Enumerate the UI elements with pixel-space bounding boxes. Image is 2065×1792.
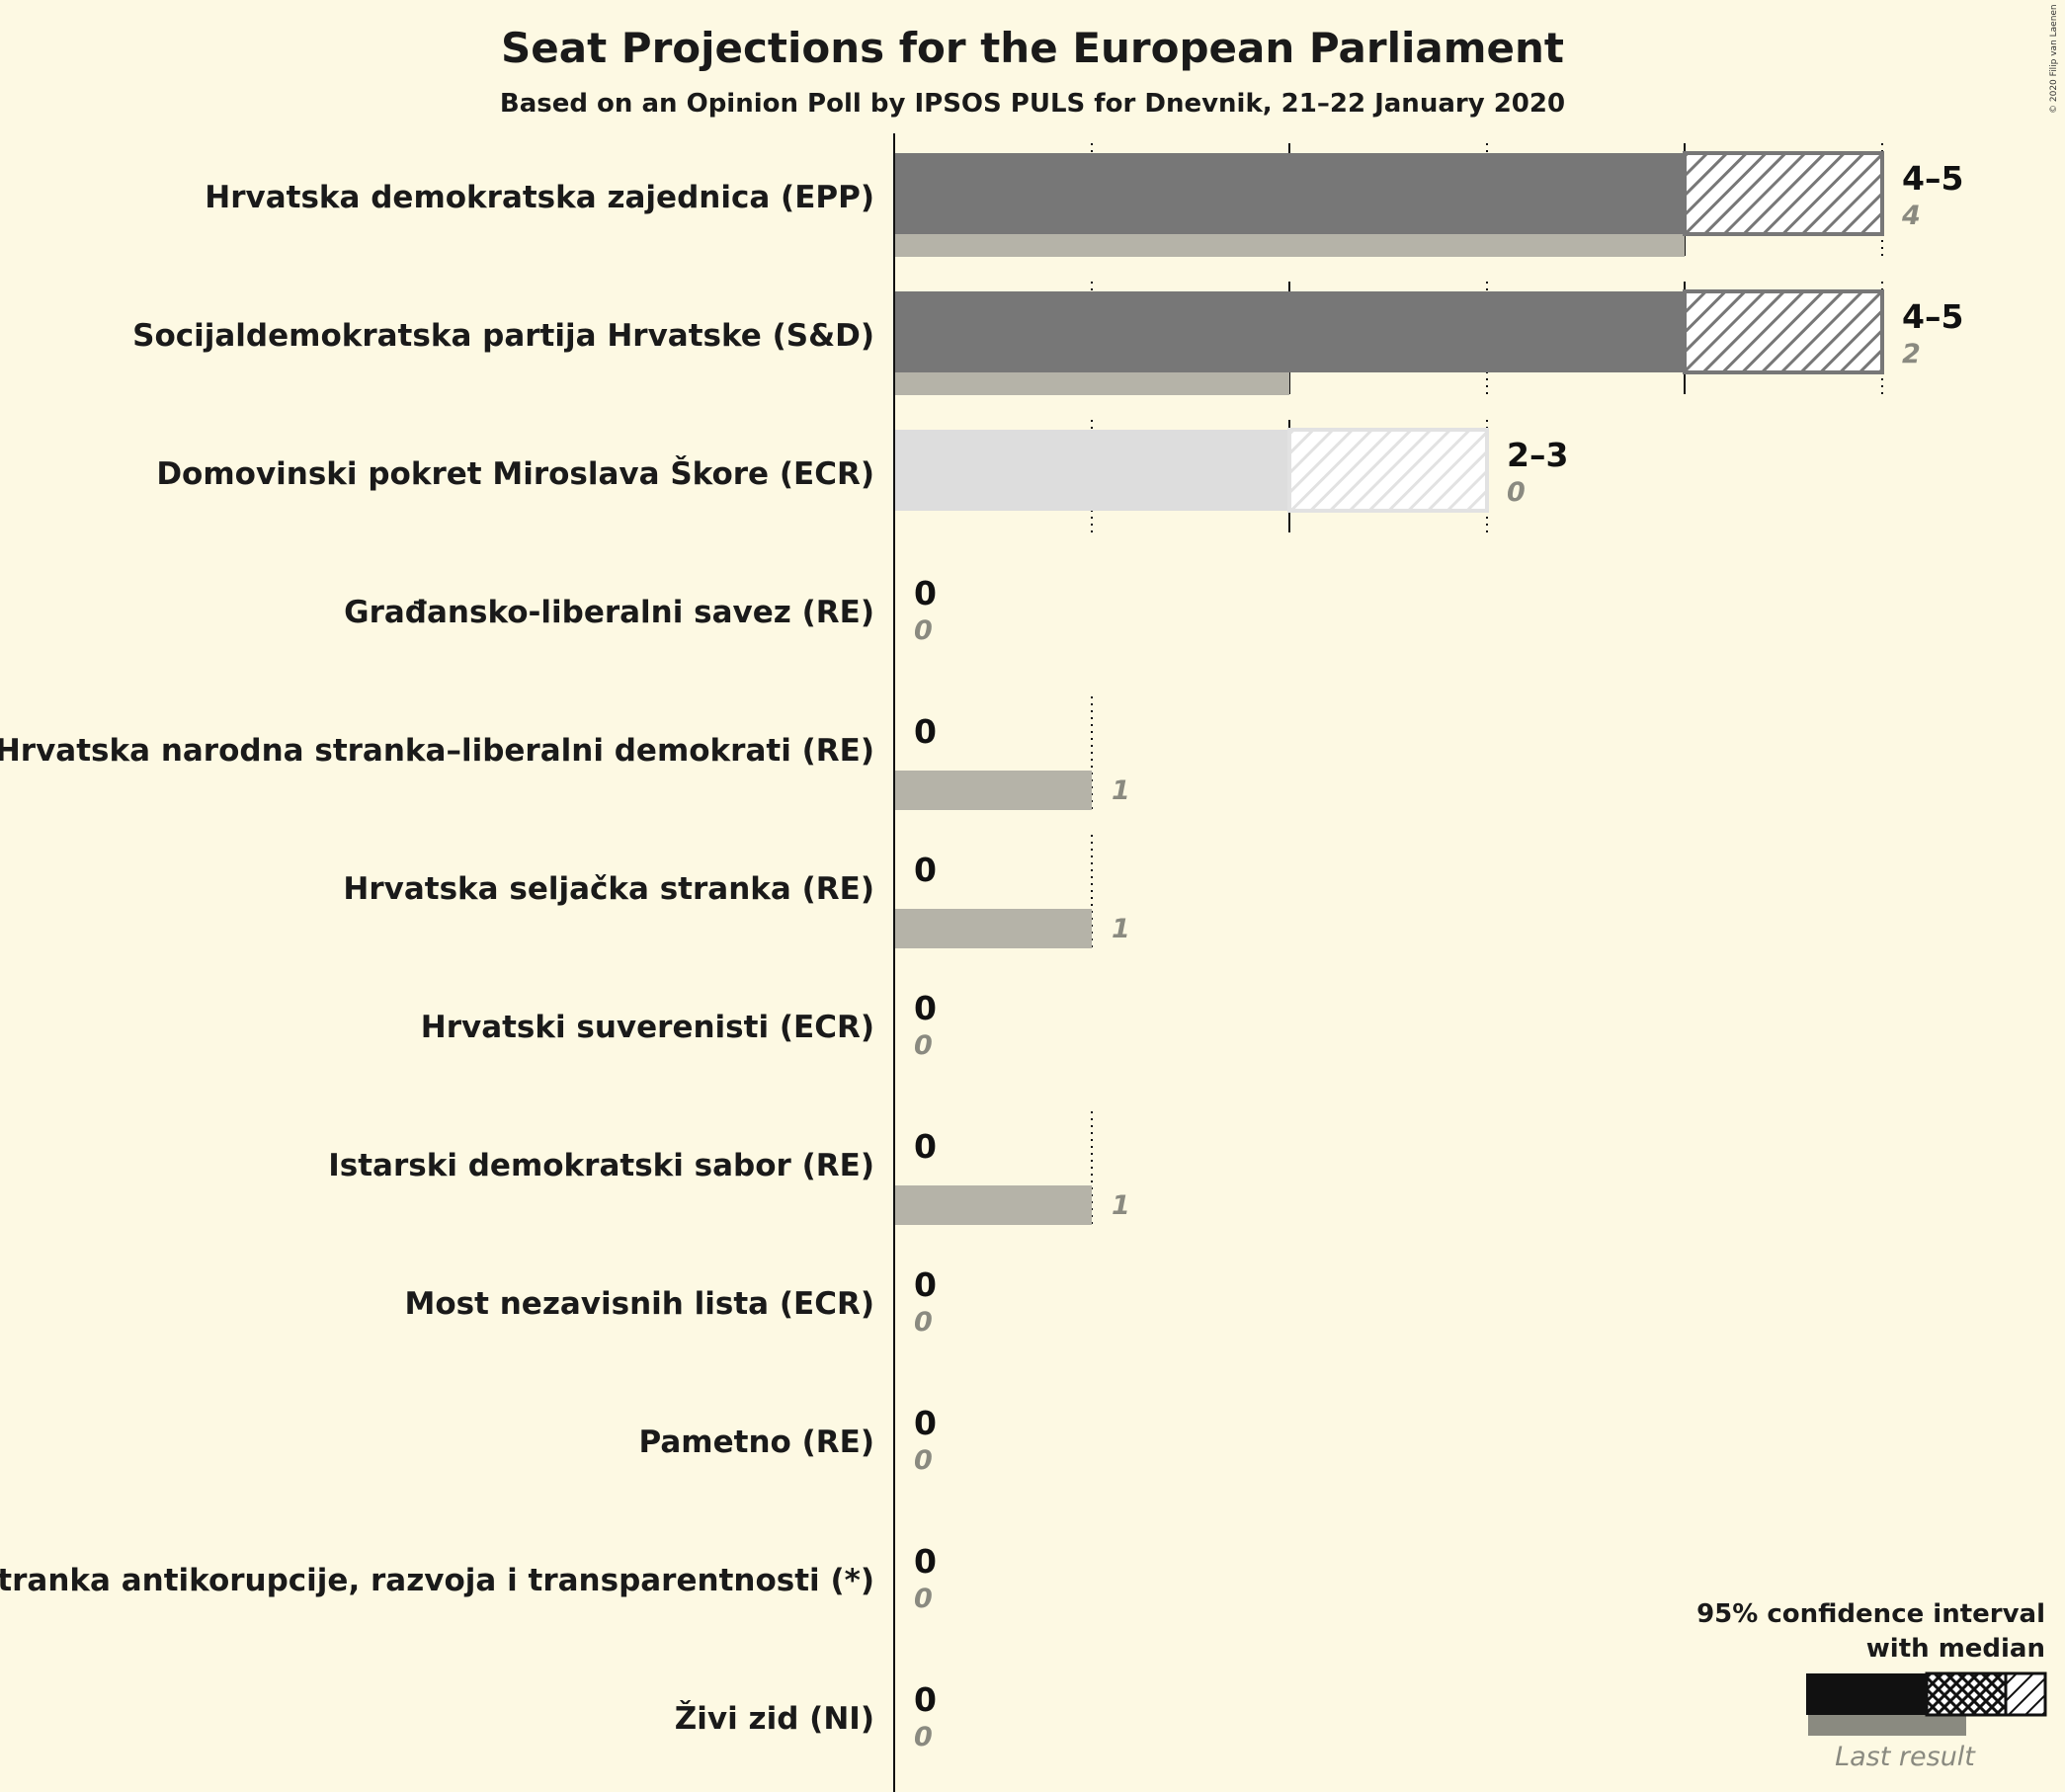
last-result-label: 0 bbox=[1507, 477, 1526, 508]
seat-range-label: 4–5 bbox=[1902, 159, 1963, 198]
seat-range-label: 0 bbox=[914, 1127, 937, 1166]
party-row: Pametno (RE) 00 bbox=[639, 1404, 937, 1476]
party-row: Živi zid (NI) 00 bbox=[675, 1680, 937, 1752]
party-label: Hrvatska narodna stranka–liberalni demok… bbox=[0, 733, 874, 769]
seat-range-label: 4–5 bbox=[1902, 297, 1963, 336]
last-result-bar bbox=[894, 1185, 1092, 1225]
party-row: Hrvatski suverenisti (ECR) 00 bbox=[421, 989, 937, 1061]
last-result-bar bbox=[894, 909, 1092, 948]
last-result-bar bbox=[894, 771, 1092, 810]
legend: 95% confidence interval with median Last… bbox=[1696, 1599, 2047, 1772]
last-result-label: 0 bbox=[914, 615, 933, 646]
party-label: Domovinski pokret Miroslava Škore (ECR) bbox=[156, 455, 874, 492]
party-row: Istarski demokratski sabor (RE) 0 1 bbox=[328, 1111, 1130, 1225]
party-label: Stranka antikorupcije, razvoja i transpa… bbox=[0, 1563, 874, 1598]
party-row: Hrvatska narodna stranka–liberalni demok… bbox=[0, 696, 1130, 810]
last-result-label: 0 bbox=[914, 1445, 933, 1476]
last-result-label: 4 bbox=[1901, 201, 1921, 231]
plot-area: Hrvatska demokratska zajednica (EPP) 4–54… bbox=[0, 133, 1963, 1792]
seat-range-label: 0 bbox=[914, 1680, 937, 1719]
last-result-label: 0 bbox=[914, 1584, 933, 1614]
last-result-label: 0 bbox=[914, 1722, 933, 1752]
party-row: Most nezavisnih lista (ECR) 00 bbox=[405, 1265, 937, 1338]
last-result-label: 0 bbox=[914, 1030, 933, 1061]
legend-title-line1: 95% confidence interval bbox=[1696, 1599, 2045, 1629]
party-row: Hrvatska seljačka stranka (RE) 0 1 bbox=[343, 835, 1130, 948]
party-label: Istarski demokratski sabor (RE) bbox=[328, 1148, 874, 1183]
ci-bar-solid bbox=[894, 430, 1289, 511]
ci-bar-hatched bbox=[1287, 428, 1489, 513]
party-row: Domovinski pokret Miroslava Škore (ECR) 2… bbox=[156, 420, 1568, 532]
seat-range-label: 0 bbox=[914, 851, 937, 889]
party-label: Socijaldemokratska partija Hrvatske (S&D… bbox=[132, 318, 874, 354]
party-label: Živi zid (NI) bbox=[675, 1701, 874, 1737]
seat-range-label: 0 bbox=[914, 989, 937, 1027]
legend-title-line2: with median bbox=[1866, 1634, 2045, 1664]
party-row: Hrvatska demokratska zajednica (EPP) 4–54 bbox=[205, 143, 1963, 257]
party-label: Most nezavisnih lista (ECR) bbox=[405, 1286, 874, 1322]
party-label: Hrvatska seljačka stranka (RE) bbox=[343, 871, 874, 907]
last-result-label: 1 bbox=[1112, 1190, 1130, 1221]
ci-bar-solid bbox=[894, 291, 1685, 372]
party-row: Građansko-liberalni savez (RE) 00 bbox=[344, 574, 937, 646]
last-result-label: 0 bbox=[914, 1307, 933, 1338]
party-label: Građansko-liberalni savez (RE) bbox=[344, 595, 874, 630]
seat-range-label: 0 bbox=[914, 712, 937, 751]
seat-range-label: 0 bbox=[914, 574, 937, 612]
last-result-label: 1 bbox=[1112, 914, 1130, 944]
ci-bar-solid bbox=[894, 153, 1685, 234]
legend-last-result-swatch bbox=[1808, 1714, 1966, 1736]
party-label: Hrvatski suverenisti (ECR) bbox=[421, 1010, 874, 1045]
last-result-label: 2 bbox=[1902, 339, 1921, 369]
seat-range-label: 0 bbox=[914, 1404, 937, 1442]
seat-range-label: 0 bbox=[914, 1265, 937, 1304]
ci-bar-hatched bbox=[1683, 151, 1884, 236]
legend-ci-median-swatch bbox=[1925, 1671, 2008, 1717]
seat-range-label: 2–3 bbox=[1507, 436, 1568, 474]
party-label: Hrvatska demokratska zajednica (EPP) bbox=[205, 180, 874, 215]
legend-ci-solid-swatch bbox=[1806, 1673, 1927, 1715]
chart-subtitle: Based on an Opinion Poll by IPSOS PULS f… bbox=[500, 89, 1565, 119]
last-result-label: 1 bbox=[1112, 775, 1130, 806]
legend-last-result-label: Last result bbox=[1835, 1742, 1976, 1772]
party-row: Stranka antikorupcije, razvoja i transpa… bbox=[0, 1542, 937, 1614]
legend-ci-upper-swatch bbox=[2004, 1671, 2047, 1717]
party-row: Socijaldemokratska partija Hrvatske (S&D… bbox=[132, 282, 1963, 395]
party-label: Pametno (RE) bbox=[639, 1425, 875, 1460]
seat-range-label: 0 bbox=[914, 1542, 937, 1581]
copyright-notice: © 2020 Filip van Laenen bbox=[2049, 4, 2059, 114]
chart-title: Seat Projections for the European Parlia… bbox=[501, 24, 1564, 72]
ci-bar-hatched bbox=[1683, 289, 1884, 374]
